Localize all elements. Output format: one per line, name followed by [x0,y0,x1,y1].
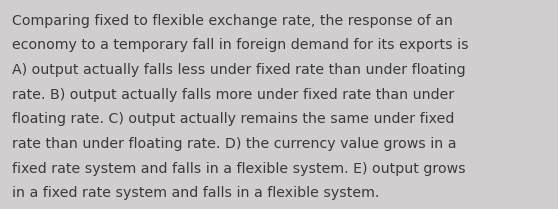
Text: floating rate. C) output actually remains the same under fixed: floating rate. C) output actually remain… [12,112,455,126]
Text: in a fixed rate system and falls in a flexible system.: in a fixed rate system and falls in a fl… [12,186,379,200]
Text: rate than under floating rate. D) the currency value grows in a: rate than under floating rate. D) the cu… [12,137,457,151]
Text: fixed rate system and falls in a flexible system. E) output grows: fixed rate system and falls in a flexibl… [12,162,466,176]
Text: Comparing fixed to flexible exchange rate, the response of an: Comparing fixed to flexible exchange rat… [12,14,453,28]
Text: rate. B) output actually falls more under fixed rate than under: rate. B) output actually falls more unde… [12,88,455,102]
Text: A) output actually falls less under fixed rate than under floating: A) output actually falls less under fixe… [12,63,466,77]
Text: economy to a temporary fall in foreign demand for its exports is: economy to a temporary fall in foreign d… [12,38,469,52]
